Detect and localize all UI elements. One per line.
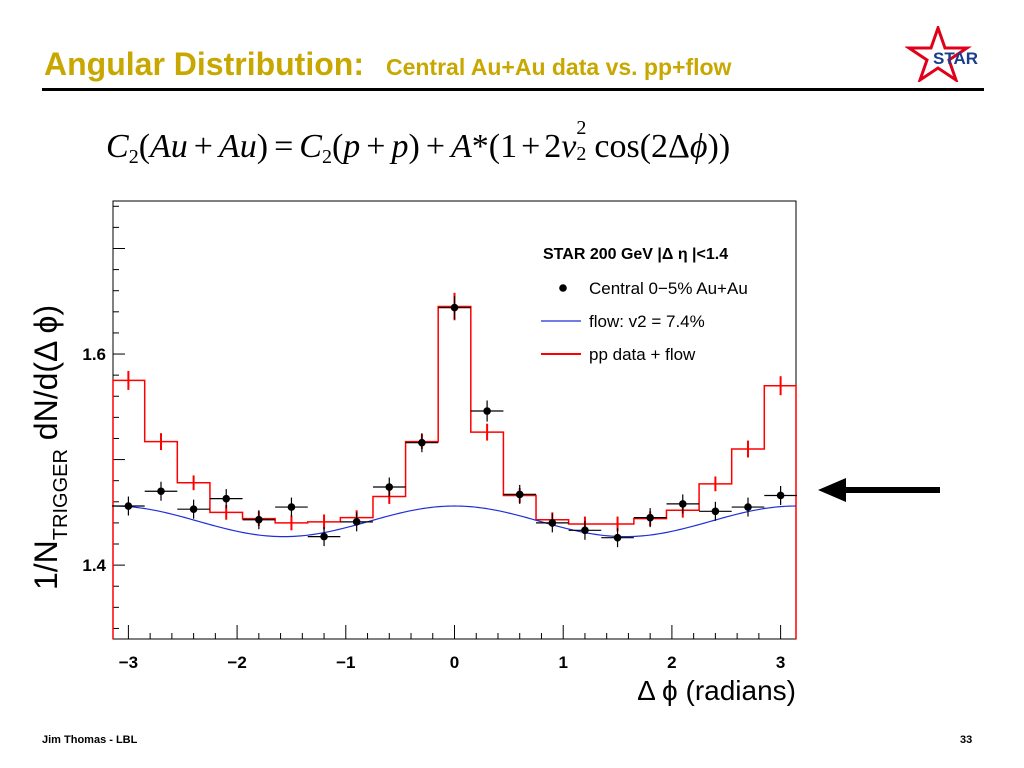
plot-frame: [112, 200, 797, 640]
flow-curve: [112, 505, 797, 538]
legend: STAR 200 GeV |Δ η |<1.4 Central 0−5% Au+A…: [541, 246, 748, 364]
x-tick-label: 3: [776, 653, 785, 672]
formula-plus: +: [521, 128, 541, 165]
star-logo-icon: [905, 26, 972, 82]
formula-paren: (: [639, 128, 652, 165]
y-label-rest: dN/d(Δ ϕ): [28, 305, 64, 449]
left-arrow-icon: [818, 478, 940, 502]
auau-point: [581, 526, 589, 535]
formula-c: C: [106, 128, 129, 165]
formula-sub: 2: [576, 143, 587, 165]
auau-point: [613, 533, 622, 542]
formula-cos: cos: [594, 128, 640, 165]
formula-p: p: [391, 128, 409, 165]
formula-plus: +: [425, 128, 445, 165]
formula-paren: (: [138, 128, 151, 165]
auau-point: [222, 494, 231, 503]
formula-v: v: [561, 128, 577, 165]
y-label-sub: TRIGGER: [50, 449, 72, 540]
formula-plus: +: [193, 128, 213, 165]
formula-paren: ): [408, 128, 420, 165]
formula-au: Au: [150, 128, 188, 165]
formula-two: 2: [544, 128, 562, 165]
formula-a: A: [451, 128, 472, 165]
auau-point: [678, 500, 687, 508]
legend-marker-auau: [559, 284, 567, 292]
x-tick-label: −3: [119, 653, 138, 672]
formula-c: C: [299, 128, 322, 165]
pp-step-line: [112, 305, 797, 639]
formula-paren: (: [331, 128, 344, 165]
auau-point: [711, 507, 720, 516]
slide-title-main: Angular Distribution:: [44, 46, 364, 82]
formula-sup: 2: [576, 117, 587, 139]
slide-title: Angular Distribution: Central Au+Au data …: [44, 46, 731, 83]
formula-star: *: [471, 128, 489, 165]
x-tick-label: −1: [336, 653, 355, 672]
auau-point: [646, 513, 654, 522]
y-label-main: 1/N: [28, 540, 64, 590]
title-underline: [42, 88, 984, 91]
flow-formula: C2(Au + Au) = C2(p + p) + A*(1 +2v 2 2 cos(2Δϕ)): [106, 117, 731, 168]
legend-header: STAR 200 GeV |Δ η |<1.4: [543, 246, 728, 263]
formula-phi: ϕ: [689, 128, 708, 165]
formula-paren: ): [256, 128, 269, 165]
formula-one: 1: [500, 128, 518, 165]
formula-plus: +: [366, 128, 386, 165]
auau-point: [515, 490, 524, 499]
formula-p: p: [343, 128, 361, 165]
formula-paren: (: [488, 128, 501, 165]
legend-entry-flow: flow: v2 = 7.4%: [589, 312, 705, 331]
y-axis: 1.4 1.6: [82, 205, 125, 629]
auau-point: [385, 483, 394, 491]
formula-equals: =: [274, 128, 294, 165]
footer-author: Jim Thomas - LBL: [42, 734, 138, 746]
x-axis: −3 −2 −1 0 1 2 3: [119, 625, 785, 672]
legend-entry-pp: pp data + flow: [589, 345, 696, 364]
auau-point: [418, 438, 426, 447]
series-central-auau: [112, 295, 797, 548]
formula-two: 2: [651, 128, 669, 165]
auau-point: [776, 491, 785, 500]
auau-point: [548, 519, 557, 527]
auau-point: [320, 532, 328, 541]
page-number: 33: [960, 734, 973, 746]
formula-sub: 2: [321, 146, 332, 168]
auau-point: [352, 518, 361, 526]
y-tick-label: 1.4: [82, 556, 106, 575]
x-tick-label: 0: [450, 653, 459, 672]
star-logo: STAR: [905, 26, 978, 82]
auau-point: [189, 505, 198, 513]
auau-point: [255, 515, 263, 524]
auau-point: [124, 502, 133, 510]
formula-paren: ): [707, 128, 719, 165]
auau-point: [450, 303, 459, 312]
auau-point: [157, 487, 165, 496]
auau-point: [483, 407, 491, 415]
slide-title-sub: Central Au+Au data vs. pp+flow: [385, 54, 732, 80]
legend-entry-auau: Central 0−5% Au+Au: [589, 279, 748, 298]
formula-au: Au: [218, 128, 257, 165]
x-tick-label: 2: [667, 653, 676, 672]
star-logo-text: STAR: [933, 49, 978, 68]
x-tick-label: −2: [227, 653, 246, 672]
y-tick-label: 1.6: [82, 345, 106, 364]
x-axis-label: Δ ϕ (radians): [637, 675, 796, 706]
formula-sub: 2: [128, 146, 139, 168]
formula-delta: Δ: [668, 128, 690, 165]
auau-point: [744, 503, 752, 511]
auau-point: [287, 503, 296, 511]
series-flow: [112, 505, 797, 538]
y-axis-label: 1/NTRIGGER dN/d(Δ ϕ): [28, 305, 72, 590]
x-tick-label: 1: [558, 653, 567, 672]
formula-paren: ): [718, 128, 731, 165]
